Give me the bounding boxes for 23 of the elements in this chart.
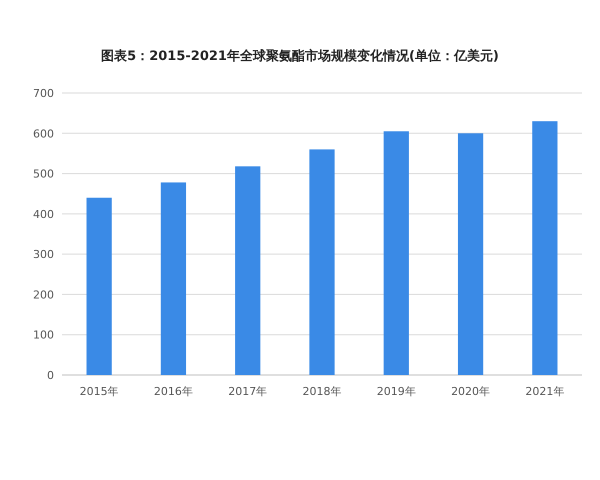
y-tick-label: 600: [33, 127, 54, 140]
x-tick-label: 2021年: [525, 385, 564, 398]
x-tick-label: 2015年: [80, 385, 119, 398]
y-tick-label: 400: [33, 208, 54, 221]
bar: [384, 131, 409, 375]
bar: [309, 149, 335, 375]
chart-title: 图表5：2015-2021年全球聚氨酯市场规模变化情况(单位：亿美元): [101, 48, 499, 64]
bar: [458, 133, 484, 375]
bar: [532, 121, 558, 375]
y-tick-label: 0: [47, 369, 54, 382]
x-tick-label: 2019年: [376, 385, 416, 398]
x-tick-label: 2016年: [154, 385, 193, 398]
y-tick-label: 200: [33, 288, 54, 302]
x-tick-label: 2018年: [302, 385, 342, 398]
bar: [235, 166, 260, 375]
y-tick-label: 700: [33, 87, 54, 100]
x-tick-label: 2017年: [228, 385, 268, 398]
y-tick-label: 500: [33, 168, 54, 181]
bar: [160, 182, 186, 375]
y-tick-label: 100: [33, 328, 54, 342]
bar: [86, 198, 112, 375]
x-tick-label: 2020年: [451, 385, 490, 398]
y-tick-label: 300: [33, 248, 54, 262]
